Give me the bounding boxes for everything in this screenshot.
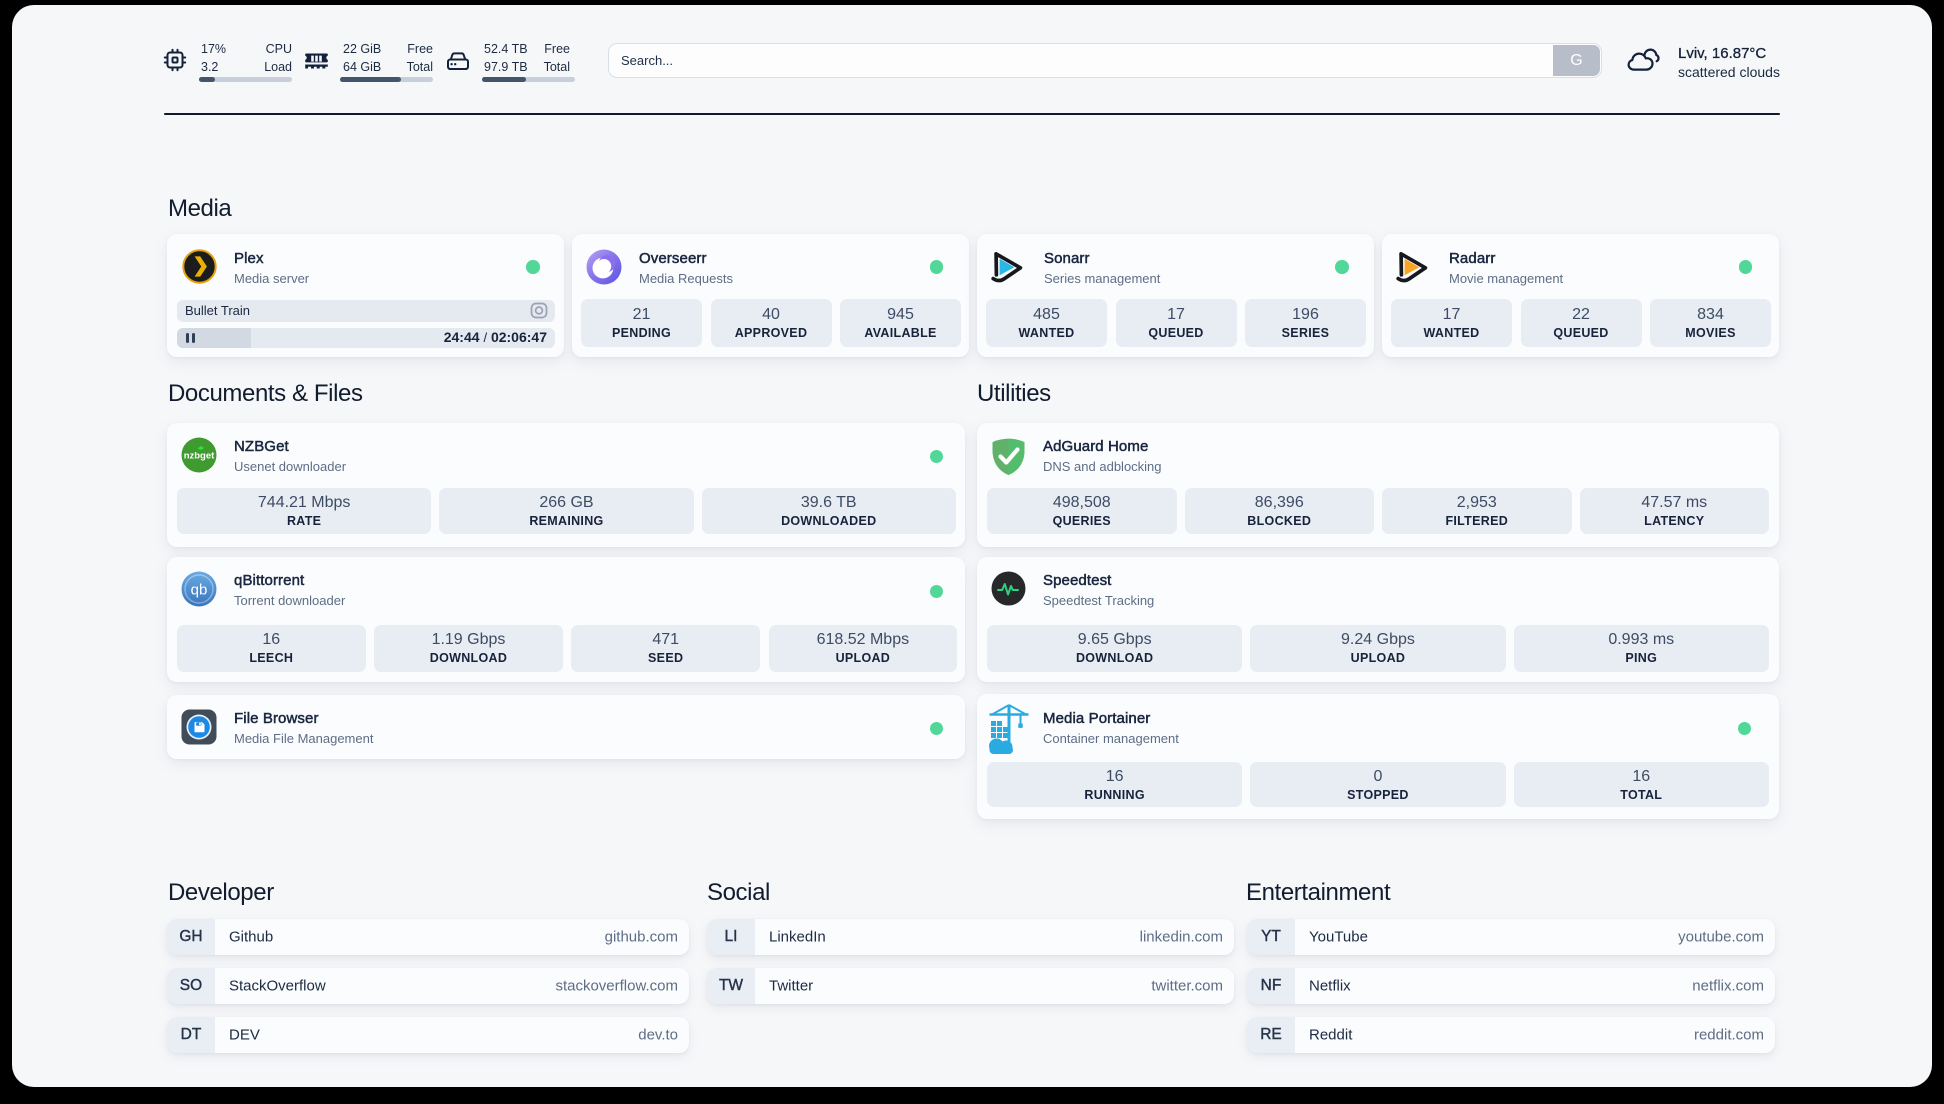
svg-text:qb: qb [191, 582, 208, 599]
svg-text:nzbget: nzbget [184, 451, 215, 462]
